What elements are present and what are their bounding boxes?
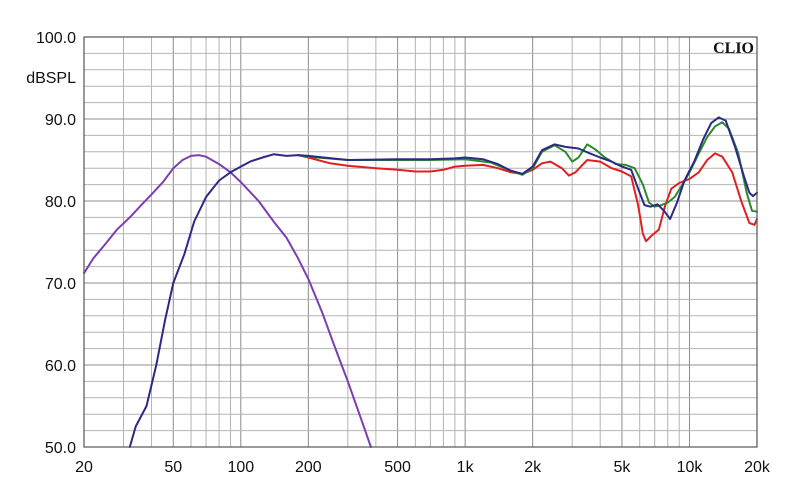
y-tick-label: 50.0 bbox=[45, 440, 76, 457]
x-tick-label: 50 bbox=[164, 459, 182, 476]
x-tick-label: 10k bbox=[677, 459, 704, 476]
series-line-1 bbox=[83, 154, 372, 448]
y-tick-label: 90.0 bbox=[45, 112, 76, 129]
x-tick-label: 5k bbox=[613, 459, 631, 476]
chart-curves bbox=[83, 116, 758, 448]
x-tick-label: 20 bbox=[75, 459, 93, 476]
y-tick-label: 100.0 bbox=[36, 30, 76, 47]
x-tick-label: 500 bbox=[384, 459, 411, 476]
clio-brand-label: CLIO bbox=[713, 40, 754, 57]
plot-frame bbox=[83, 36, 758, 448]
x-tick-label: 2k bbox=[524, 459, 542, 476]
x-tick-label: 200 bbox=[295, 459, 322, 476]
y-tick-label: 70.0 bbox=[45, 276, 76, 293]
x-tick-label: 1k bbox=[457, 459, 475, 476]
y-axis-tick-labels: 100.0 90.0 80.0 70.0 60.0 50.0 bbox=[36, 30, 76, 457]
series-line-4 bbox=[128, 116, 758, 448]
y-tick-label: 60.0 bbox=[45, 358, 76, 375]
y-tick-label: 80.0 bbox=[45, 194, 76, 211]
x-axis-tick-labels: 20 50 100 200 500 1k 2k 5k 10k 20k bbox=[75, 459, 771, 476]
y-axis-unit-label: dBSPL bbox=[26, 70, 76, 87]
x-tick-label: 20k bbox=[744, 459, 771, 476]
series-line-2 bbox=[297, 152, 758, 243]
x-tick-label: 100 bbox=[227, 459, 254, 476]
chart-grid bbox=[84, 37, 757, 447]
